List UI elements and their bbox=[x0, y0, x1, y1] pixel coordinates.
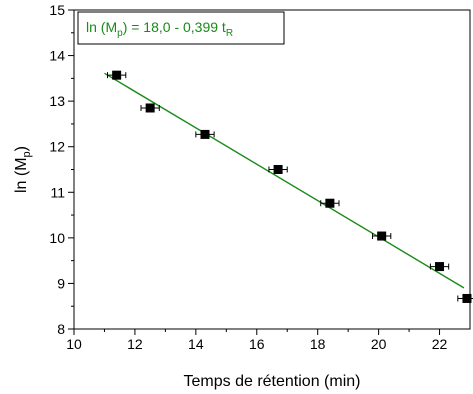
y-axis-label: ln (Mp) bbox=[13, 146, 33, 193]
data-point bbox=[377, 231, 387, 241]
equation-sub-p: p bbox=[117, 28, 123, 39]
data-point bbox=[200, 129, 210, 139]
equation-part-a: ln (M bbox=[86, 19, 117, 35]
x-tick-label: 12 bbox=[127, 336, 143, 352]
y-tick-label: 12 bbox=[49, 139, 65, 155]
equation-part-c: ) = 18,0 - 0,399 t bbox=[123, 19, 226, 35]
data-points bbox=[107, 70, 473, 303]
data-point bbox=[325, 198, 335, 208]
data-point bbox=[273, 165, 283, 174]
equation-label: ln (Mp) = 18,0 - 0,399 tR bbox=[86, 19, 233, 39]
data-point bbox=[435, 262, 445, 272]
data-point bbox=[145, 103, 155, 113]
data-point bbox=[462, 293, 472, 303]
y-tick-label: 13 bbox=[49, 93, 65, 109]
y-axis: 8 9 10 11 12 13 14 15 bbox=[49, 2, 74, 337]
data-point bbox=[112, 70, 122, 80]
equation-legend: ln (Mp) = 18,0 - 0,399 tR bbox=[77, 11, 285, 45]
y-tick-label: 14 bbox=[49, 48, 65, 64]
y-tick-label: 10 bbox=[49, 230, 65, 246]
x-tick-label: 20 bbox=[371, 336, 387, 352]
x-tick-label: 16 bbox=[249, 336, 265, 352]
y-tick-label: 8 bbox=[57, 321, 65, 337]
y-tick-label: 15 bbox=[49, 2, 65, 18]
x-axis-label: Temps de rétention (min) bbox=[184, 373, 361, 390]
x-tick-label: 14 bbox=[188, 336, 204, 352]
equation-sub-r: R bbox=[226, 28, 233, 39]
y-axis-label-sub: p bbox=[21, 151, 33, 157]
y-tick-label: 9 bbox=[57, 275, 65, 291]
fit-line bbox=[104, 72, 465, 289]
x-tick-label: 22 bbox=[432, 336, 448, 352]
x-tick-label: 18 bbox=[310, 336, 326, 352]
y-tick-label: 11 bbox=[50, 184, 65, 200]
x-tick-label: 10 bbox=[66, 336, 82, 352]
equation-box bbox=[77, 11, 285, 45]
y-axis-label-close: ) bbox=[13, 146, 30, 151]
x-axis: 10 12 14 16 18 20 22 bbox=[66, 329, 448, 352]
fit-line-group bbox=[104, 72, 465, 289]
y-axis-label-main: ln (M bbox=[13, 157, 30, 193]
